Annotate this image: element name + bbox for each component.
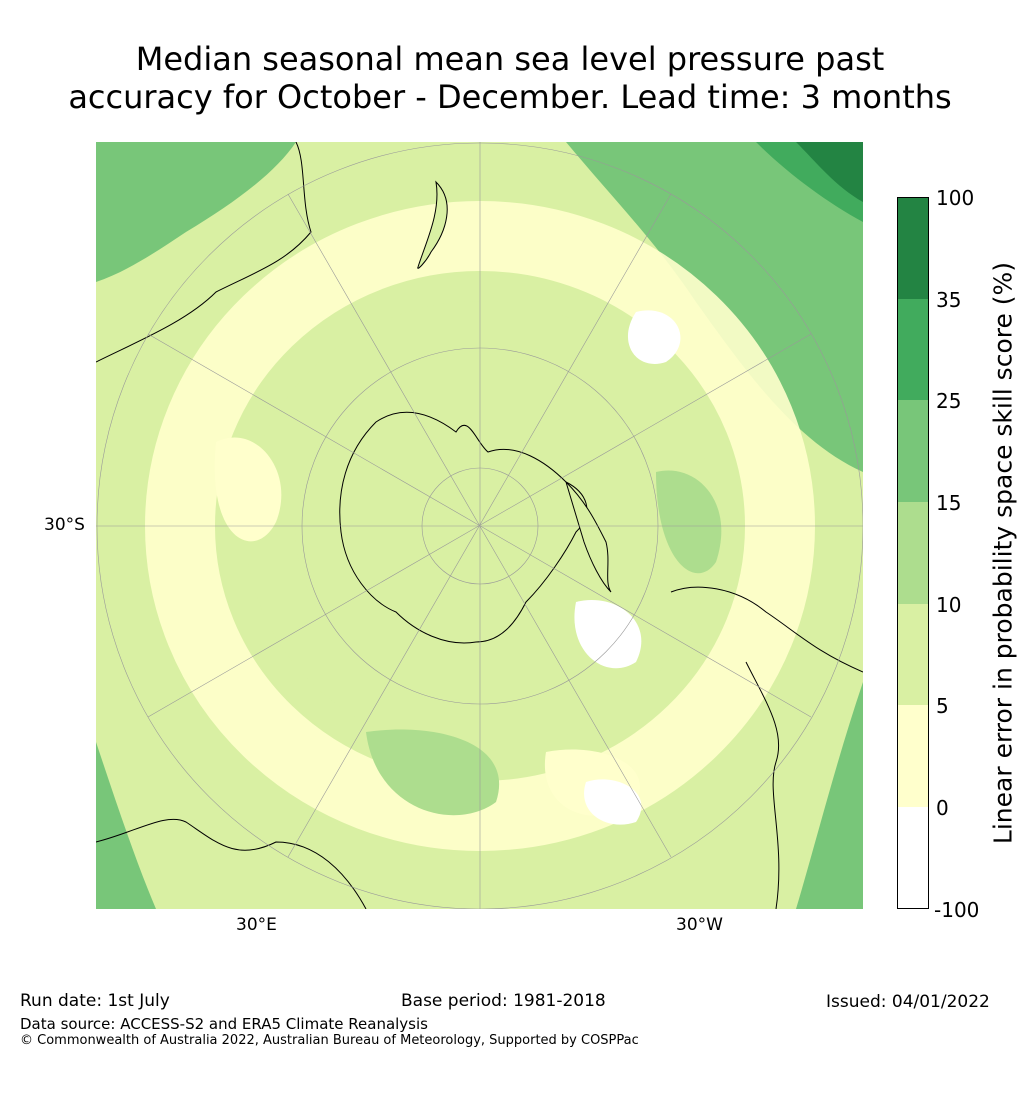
colorbar-bin-10-15 bbox=[897, 502, 929, 604]
skill-score-map bbox=[96, 142, 863, 909]
title-line-1: Median seasonal mean sea level pressure … bbox=[135, 40, 885, 78]
antarctic-peninsula bbox=[565, 481, 612, 593]
colorbar-bin-25-35 bbox=[897, 299, 929, 400]
colorbar-bin-5-10 bbox=[897, 604, 929, 705]
antarctica-landmass bbox=[339, 412, 588, 644]
run-date: Run date: 1st July bbox=[20, 991, 170, 1011]
longitude-label-30e: 30°E bbox=[236, 915, 277, 935]
colorbar bbox=[897, 197, 929, 909]
high-skill-region-se bbox=[796, 682, 863, 909]
south-america-coast bbox=[670, 586, 863, 673]
colorbar-bin-15-25 bbox=[897, 400, 929, 502]
negative-skill-patch-3 bbox=[584, 779, 642, 825]
colorbar-tick-35: 35 bbox=[936, 288, 962, 312]
title-line-2: accuracy for October - December. Lead ti… bbox=[68, 78, 952, 116]
high-skill-region-nw bbox=[96, 142, 296, 282]
australia-coast bbox=[96, 142, 312, 363]
longitude-label-30w: 30°W bbox=[676, 915, 723, 935]
data-source: Data source: ACCESS-S2 and ERA5 Climate … bbox=[20, 1015, 428, 1033]
high-skill-region-sw bbox=[96, 742, 156, 909]
colorbar-tick-10: 10 bbox=[936, 593, 962, 617]
top-skill-region-ne bbox=[796, 142, 863, 202]
colorbar-tick-0: 0 bbox=[936, 796, 949, 820]
mid-skill-patch-east bbox=[656, 470, 722, 574]
negative-skill-patch-2 bbox=[627, 310, 681, 364]
latitude-label-30s: 30°S bbox=[44, 515, 85, 535]
colorbar-bin-35-100 bbox=[897, 197, 929, 299]
low-skill-patch-1 bbox=[214, 437, 282, 542]
base-period: Base period: 1981-2018 bbox=[401, 991, 606, 1011]
issued-date: Issued: 04/01/2022 bbox=[826, 992, 990, 1012]
colorbar-tick-25: 25 bbox=[936, 389, 962, 413]
colorbar-tick-neg100: -100 bbox=[934, 898, 980, 922]
colorbar-tick-5: 5 bbox=[936, 694, 949, 718]
colorbar-bin-0-5 bbox=[897, 705, 929, 807]
south-america-coast-2 bbox=[745, 661, 780, 909]
mid-skill-patch-south bbox=[366, 729, 500, 816]
colorbar-label: Linear error in probability space skill … bbox=[988, 261, 1018, 845]
colorbar-tick-15: 15 bbox=[936, 491, 962, 515]
africa-coast bbox=[96, 818, 367, 909]
new-zealand-coast bbox=[417, 180, 448, 269]
negative-skill-patch-1 bbox=[574, 600, 642, 669]
colorbar-tick-100: 100 bbox=[936, 186, 975, 210]
graticule bbox=[96, 142, 863, 909]
colorbar-bin-neg100-0 bbox=[897, 807, 929, 909]
chart-title: Median seasonal mean sea level pressure … bbox=[0, 40, 1020, 116]
copyright: © Commonwealth of Australia 2022, Austra… bbox=[20, 1033, 639, 1048]
